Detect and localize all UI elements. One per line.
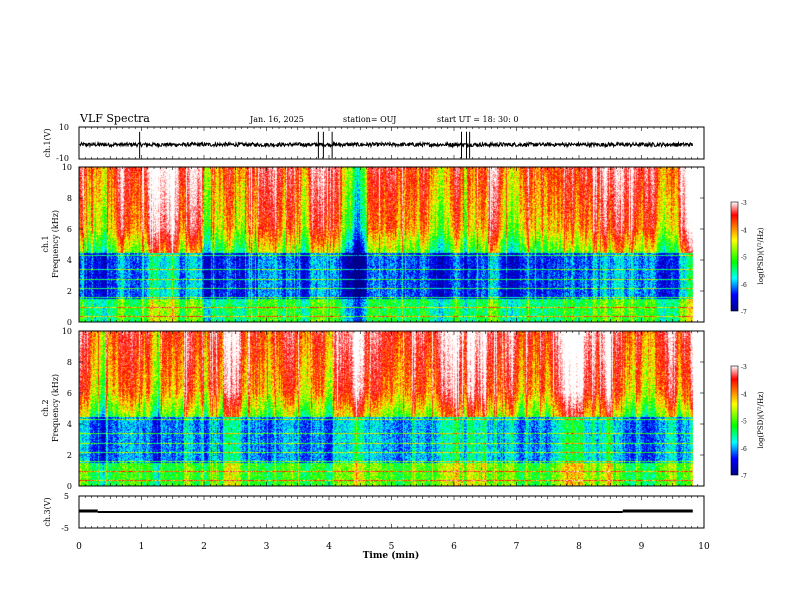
ch1-waveform-line (79, 140, 694, 149)
ch1-colorbar (730, 201, 739, 312)
colorbar-tick-label: -7 (741, 473, 747, 480)
spec-ytick-label: 2 (67, 451, 72, 460)
ch2-colorbar (730, 365, 739, 476)
x-tick-label: 2 (201, 542, 207, 552)
chart-title: VLF Spectra (80, 112, 150, 125)
spec-ytick-label: 8 (67, 358, 72, 367)
x-tick-label: 4 (326, 542, 332, 552)
spec-ytick-label: 4 (67, 256, 72, 265)
ch1-colorbar-label: log(PSD)(V²/Hz) (757, 227, 765, 284)
colorbar-tick-label: -6 (741, 282, 747, 289)
colorbar-tick-label: -4 (741, 227, 747, 234)
waveform-ch1-panel: 10 -10 ch.1(V) (43, 123, 705, 163)
colorbar-tick-label: -7 (741, 309, 747, 316)
ch1-ytick-bottom: -10 (56, 154, 69, 163)
colorbar-tick-label: -5 (741, 419, 747, 426)
spec-ytick-label: 0 (67, 482, 72, 491)
spectrogram-ch2-panel: 0 2 4 6 8 10 ch.2Frequency (kHz) -3 -4 -5 -6 -7 l… (41, 327, 765, 491)
waveform-ch1-trace (79, 131, 694, 159)
ch1-spec-ylabel: ch.1Frequency (kHz) (41, 210, 60, 278)
x-tick-label: 0 (76, 542, 82, 552)
spec-ytick-label: 4 (67, 420, 72, 429)
spectrogram-ch1-panel: 0 2 4 6 8 10 ch.1Frequency (kHz) -3 -4 -5 -6 -7 l… (41, 163, 765, 327)
waveform-ch3-panel: 5 -5 ch.3(V) 0 1 2 3 4 5 6 7 8 9 10 Time (min) (43, 492, 710, 561)
x-axis-label: Time (min) (363, 550, 420, 561)
ch1-ytick-top: 10 (59, 123, 69, 132)
spec-ytick-label: 8 (67, 194, 72, 203)
spec-ytick-label: 10 (62, 163, 72, 172)
colorbar-tick-label: -4 (741, 391, 747, 398)
spectrogram-ch2-heatmap (79, 331, 704, 486)
spec-ytick-label: 0 (67, 318, 72, 327)
spec-ytick-label: 10 (62, 327, 72, 336)
x-tick-label: 1 (139, 542, 145, 552)
start-time-label: start UT = 18: 30: 0 (437, 115, 519, 124)
x-tick-label: 5 (389, 542, 395, 552)
date-label: Jan. 16, 2025 (250, 115, 304, 124)
x-tick-label: 9 (639, 542, 645, 552)
waveform-ch3-trace (79, 509, 693, 513)
ch3-ylabel: ch.3(V) (43, 497, 52, 526)
spec-ytick-label: 6 (67, 389, 72, 398)
colorbar-tick-label: -5 (741, 255, 747, 262)
x-tick-label: 3 (264, 542, 270, 552)
spec-ytick-label: 2 (67, 287, 72, 296)
x-tick-label: 6 (451, 542, 457, 552)
spec-ytick-label: 6 (67, 225, 72, 234)
ch1-ylabel: ch.1(V) (43, 128, 52, 157)
colorbar-tick-label: -3 (741, 200, 747, 207)
colorbar-tick-label: -3 (741, 364, 747, 371)
ch2-spec-ylabel: ch.2Frequency (kHz) (41, 374, 60, 442)
station-label: station= OUJ (343, 115, 397, 124)
ch3-ytick-bottom: -5 (61, 524, 69, 533)
colorbar-tick-label: -6 (741, 446, 747, 453)
x-tick-label: 7 (514, 542, 520, 552)
spectrogram-ch1-heatmap (79, 167, 704, 322)
x-tick-label: 8 (576, 542, 582, 552)
ch3-ytick-top: 5 (64, 492, 69, 501)
ch2-colorbar-label: log(PSD)(V²/Hz) (757, 391, 765, 448)
x-tick-label: 10 (698, 542, 710, 552)
